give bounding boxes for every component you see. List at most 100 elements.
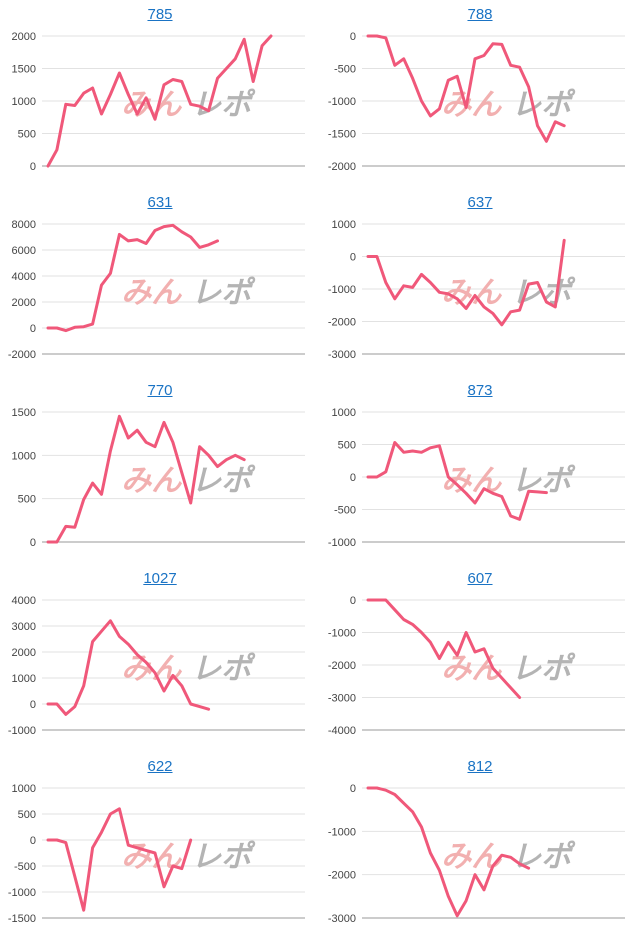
watermark-secondary: レポ — [511, 89, 576, 122]
y-tick-label: 1000 — [12, 96, 36, 108]
y-tick-label: -1000 — [328, 628, 356, 640]
series-line — [46, 807, 193, 912]
chart-title-link[interactable]: 607 — [467, 570, 493, 587]
series-line — [46, 414, 246, 544]
line-chart: 0 500 1000 1500 2000 みん レポ — [12, 31, 305, 173]
chart-title-link[interactable]: 637 — [467, 194, 493, 211]
y-tick-label: 1500 — [12, 64, 36, 76]
chart-title-link[interactable]: 873 — [467, 382, 493, 399]
watermark-secondary: レポ — [511, 841, 576, 874]
chart-panel: 785 0 500 1000 1500 2000 みん レポ — [0, 0, 320, 186]
chart-title-link[interactable]: 785 — [147, 6, 173, 23]
y-tick-label: 1000 — [12, 450, 36, 462]
y-tick-label: 500 — [18, 494, 36, 506]
watermark-secondary: レポ — [511, 653, 576, 686]
y-tick-label: 8000 — [12, 219, 36, 231]
y-tick-label: 4000 — [12, 271, 36, 283]
y-tick-label: -4000 — [328, 725, 356, 737]
y-tick-label: -1500 — [328, 129, 356, 141]
line-chart: 0 500 1000 1500 みん レポ — [12, 407, 305, 549]
y-tick-label: 0 — [350, 252, 356, 264]
y-tick-label: 4000 — [12, 595, 36, 607]
y-tick-label: -500 — [14, 861, 36, 873]
watermark-primary: みん — [441, 89, 502, 122]
y-tick-label: 0 — [30, 699, 36, 711]
y-tick-label: -1000 — [328, 284, 356, 296]
chart-panel: 607 -4000 -3000 -2000 -1000 0 みん レポ — [320, 564, 640, 750]
y-tick-label: 0 — [30, 161, 36, 173]
y-tick-label: -3000 — [328, 913, 356, 925]
series-line — [46, 619, 211, 716]
y-tick-label: 1000 — [332, 219, 356, 231]
y-tick-label: 2000 — [12, 31, 36, 43]
y-tick-label: -1000 — [328, 537, 356, 549]
chart-panel: 770 0 500 1000 1500 みん レポ — [0, 376, 320, 562]
y-tick-label: -2000 — [328, 660, 356, 672]
chart-title-link[interactable]: 1027 — [143, 570, 177, 587]
y-tick-label: 0 — [30, 835, 36, 847]
chart-panel: 631 -2000 0 2000 4000 6000 8000 みん レポ — [0, 188, 320, 374]
y-tick-label: -3000 — [328, 693, 356, 705]
y-tick-label: -2000 — [328, 161, 356, 173]
chart-panel: 622 -1500 -1000 -500 0 500 1000 みん レポ — [0, 752, 320, 938]
watermark-secondary: レポ — [191, 841, 256, 874]
y-tick-label: 0 — [350, 31, 356, 43]
chart-panel: 873 -1000 -500 0 500 1000 みん レポ — [320, 376, 640, 562]
y-tick-label: 6000 — [12, 245, 36, 257]
watermark-logo: みん レポ — [441, 89, 576, 122]
watermark-primary: みん — [121, 465, 182, 498]
chart-title-link[interactable]: 788 — [467, 6, 493, 23]
chart-panel: 788 -2000 -1500 -1000 -500 0 みん レポ — [320, 0, 640, 186]
watermark-secondary: レポ — [191, 277, 256, 310]
series-line — [366, 598, 522, 699]
y-tick-label: 500 — [18, 129, 36, 141]
line-chart: -2000 0 2000 4000 6000 8000 みん レポ — [8, 219, 305, 361]
series-line — [46, 223, 219, 333]
y-tick-label: 1500 — [12, 407, 36, 419]
y-tick-label: 0 — [350, 783, 356, 795]
y-tick-label: 3000 — [12, 621, 36, 633]
chart-title-link[interactable]: 812 — [467, 758, 493, 775]
chart-panel: 812 -3000 -2000 -1000 0 みん レポ — [320, 752, 640, 938]
y-tick-label: -2000 — [328, 870, 356, 882]
chart-panel: 637 -3000 -2000 -1000 0 1000 みん レポ — [320, 188, 640, 374]
watermark-logo: みん レポ — [441, 653, 576, 686]
watermark-primary: みん — [121, 277, 182, 310]
watermark-logo: みん レポ — [121, 277, 256, 310]
y-tick-label: -1500 — [8, 913, 36, 925]
watermark-secondary: レポ — [191, 653, 256, 686]
y-tick-label: -3000 — [328, 349, 356, 361]
y-tick-label: -2000 — [328, 317, 356, 329]
chart-title-link[interactable]: 622 — [147, 758, 173, 775]
watermark-logo: みん レポ — [441, 841, 576, 874]
y-tick-label: 1000 — [332, 407, 356, 419]
watermark-primary: みん — [121, 89, 182, 122]
series-line — [366, 238, 566, 327]
line-chart: -3000 -2000 -1000 0 みん レポ — [328, 783, 625, 925]
y-tick-label: -500 — [334, 64, 356, 76]
y-tick-label: 1000 — [12, 673, 36, 685]
chart-title-link[interactable]: 770 — [147, 382, 173, 399]
watermark-logo: みん レポ — [121, 465, 256, 498]
y-tick-label: -1000 — [328, 826, 356, 838]
y-tick-label: 2000 — [12, 647, 36, 659]
y-tick-label: 0 — [30, 537, 36, 549]
y-tick-label: 0 — [350, 595, 356, 607]
y-tick-label: 500 — [338, 440, 356, 452]
y-tick-label: -1000 — [8, 887, 36, 899]
y-tick-label: -1000 — [8, 725, 36, 737]
series-line — [366, 441, 548, 521]
chart-title-link[interactable]: 631 — [147, 194, 173, 211]
y-tick-label: 2000 — [12, 297, 36, 309]
y-tick-label: 0 — [30, 323, 36, 335]
series-line — [366, 34, 566, 143]
line-chart: -4000 -3000 -2000 -1000 0 みん レポ — [328, 595, 625, 737]
line-chart: -2000 -1500 -1000 -500 0 みん レポ — [328, 31, 625, 173]
y-tick-label: 0 — [350, 472, 356, 484]
watermark-logo: みん レポ — [121, 653, 256, 686]
watermark-secondary: レポ — [191, 465, 256, 498]
watermark-primary: みん — [441, 277, 502, 310]
